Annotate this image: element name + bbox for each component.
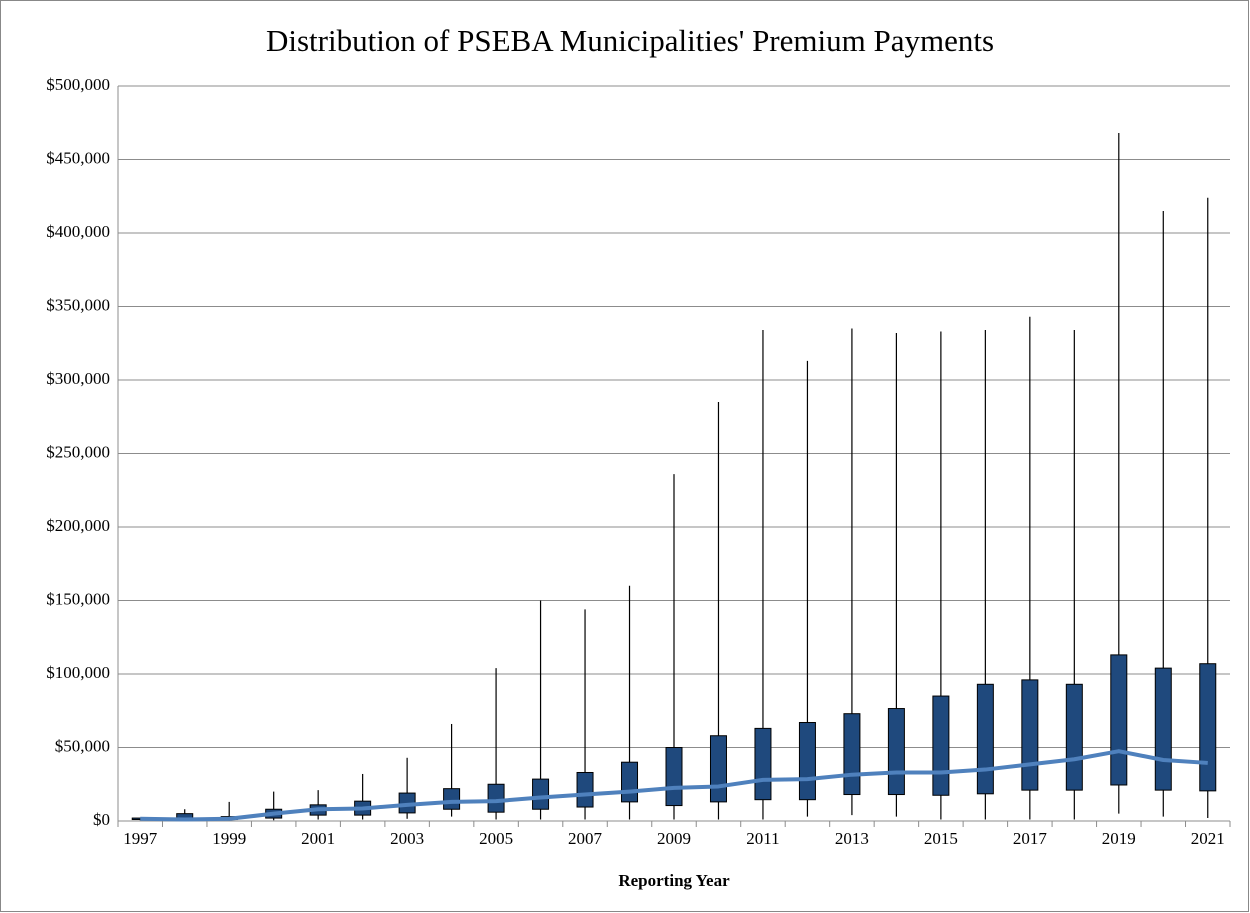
box	[976, 683, 994, 795]
x-tick-label: 2003	[390, 829, 424, 848]
median-line	[140, 749, 1208, 822]
box	[621, 761, 639, 803]
box	[487, 783, 505, 813]
x-axis-label: Reporting Year	[618, 871, 730, 890]
box	[754, 727, 772, 801]
box	[1065, 683, 1083, 791]
box	[1199, 663, 1217, 792]
x-tick-label: 1997	[123, 829, 158, 848]
y-tick-label: $0	[93, 810, 110, 829]
box	[1021, 679, 1039, 791]
box	[665, 747, 683, 807]
box	[798, 722, 816, 801]
box	[443, 788, 461, 810]
y-tick-label: $150,000	[46, 589, 110, 608]
x-tick-label: 2019	[1102, 829, 1136, 848]
box	[843, 713, 861, 796]
box	[1154, 667, 1172, 791]
y-tick-label: $400,000	[46, 222, 110, 241]
chart-title: Distribution of PSEBA Municipalities' Pr…	[266, 23, 994, 58]
y-tick-label: $500,000	[46, 75, 110, 94]
x-tick-label: 1999	[212, 829, 246, 848]
box	[887, 708, 905, 796]
y-tick-label: $250,000	[46, 442, 110, 461]
y-tick-label: $350,000	[46, 295, 110, 314]
y-tick-label: $200,000	[46, 516, 110, 535]
x-tick-label: 2009	[657, 829, 691, 848]
y-tick-label: $100,000	[46, 663, 110, 682]
box	[709, 735, 727, 803]
x-tick-label: 2015	[924, 829, 958, 848]
y-tick-label: $50,000	[55, 736, 110, 755]
x-tick-label: 2011	[746, 829, 779, 848]
x-tick-label: 2021	[1191, 829, 1225, 848]
y-tick-label: $300,000	[46, 369, 110, 388]
box	[1110, 654, 1128, 786]
box	[932, 695, 950, 796]
x-tick-label: 2017	[1013, 829, 1048, 848]
x-tick-label: 2013	[835, 829, 869, 848]
x-tick-label: 2005	[479, 829, 513, 848]
y-tick-label: $450,000	[46, 148, 110, 167]
box	[532, 778, 550, 810]
x-tick-label: 2007	[568, 829, 603, 848]
x-tick-label: 2001	[301, 829, 335, 848]
box	[576, 771, 594, 808]
